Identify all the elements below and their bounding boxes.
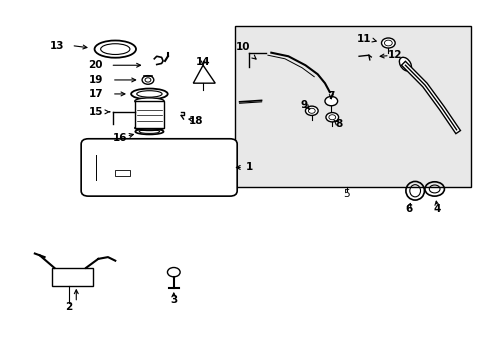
Text: 19: 19 <box>88 75 103 85</box>
Text: 18: 18 <box>188 116 203 126</box>
Text: 6: 6 <box>405 204 412 215</box>
Text: 15: 15 <box>88 107 103 117</box>
Text: 5: 5 <box>343 189 349 199</box>
Circle shape <box>381 38 394 48</box>
Circle shape <box>384 40 391 46</box>
Circle shape <box>325 96 337 106</box>
Ellipse shape <box>399 57 410 71</box>
Text: 1: 1 <box>245 162 252 172</box>
Bar <box>115 170 130 176</box>
Text: 10: 10 <box>235 42 250 52</box>
Bar <box>234 26 470 187</box>
Text: 2: 2 <box>65 302 72 312</box>
Circle shape <box>328 115 335 120</box>
Text: 11: 11 <box>356 34 370 44</box>
Bar <box>52 268 93 286</box>
Circle shape <box>167 267 180 277</box>
Text: 17: 17 <box>88 89 103 99</box>
Text: 14: 14 <box>195 57 210 67</box>
Ellipse shape <box>135 98 163 104</box>
Text: 9: 9 <box>300 100 307 111</box>
Circle shape <box>145 78 151 82</box>
Ellipse shape <box>135 126 163 131</box>
Text: 8: 8 <box>334 119 342 129</box>
Circle shape <box>142 76 154 84</box>
Text: 13: 13 <box>49 41 64 50</box>
Bar <box>135 101 163 128</box>
Text: 3: 3 <box>170 295 177 305</box>
Circle shape <box>305 106 318 116</box>
FancyBboxPatch shape <box>81 139 237 196</box>
Circle shape <box>325 113 338 122</box>
Circle shape <box>308 108 315 113</box>
Text: 12: 12 <box>386 50 401 60</box>
Text: 4: 4 <box>432 204 440 215</box>
Text: 7: 7 <box>327 91 334 101</box>
Text: 20: 20 <box>88 60 103 70</box>
Text: 16: 16 <box>113 133 127 143</box>
